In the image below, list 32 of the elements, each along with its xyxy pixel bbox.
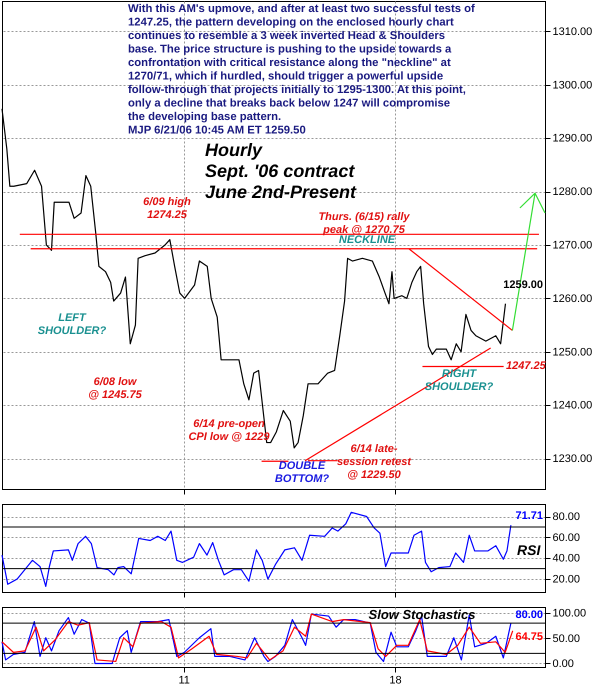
y-tick-label: 50.00 <box>552 632 580 645</box>
text: With this AM's upmove, and after at least two successful tests of 1247.25, the pattern developing on the enclosed hourly chart continues to resemble a 3 week inverted Head & Shoulders base. The price structure is pushing to the upside towards a confrontation with critical resistance along the "neckline" at 1270/71, which if hurdled, should trigger a powerful upside follow-through that projects initially to 1295-1300. At this point, only a decline that breaks back below 1247 will compromise the developing base pattern. MJP 6/21/06 10:45 AM ET 1259.50 <box>128 3 475 136</box>
y-tick-label: 1250.00 <box>552 346 592 358</box>
y-tick-label: 60.00 <box>552 532 580 544</box>
y-tick-label: 1290.00 <box>552 132 592 145</box>
y-tick-label: 100.00 <box>552 608 586 620</box>
y-tick-label: 20.00 <box>552 574 580 586</box>
y-tick-label: 1260.00 <box>552 292 592 305</box>
y-tick-label: 1240.00 <box>552 400 592 412</box>
annotation: LEFT SHOULDER? <box>38 312 106 337</box>
y-tick-label: 1310.00 <box>552 26 592 38</box>
annotation: Thurs. (6/15) rally peak @ 1270.75 <box>318 211 410 236</box>
x-tick-label: 18 <box>389 674 402 686</box>
annotation: 6/14 late- session retest @ 1229.50 <box>337 443 412 481</box>
annotation: 71.71 <box>515 510 543 522</box>
text: Hourly Sept. '06 contract June 2nd-Present <box>205 140 358 202</box>
annotation: DOUBLE BOTTOM? <box>274 460 330 485</box>
text: RSI <box>517 542 542 558</box>
y-tick-label: 1270.00 <box>552 240 592 252</box>
y-tick-label: 1280.00 <box>552 186 592 198</box>
annotation: NECKLINE <box>338 234 396 246</box>
y-tick-label: 80.00 <box>552 511 580 524</box>
annotation: 80.00 <box>515 609 543 621</box>
chart-title: Slow Stochastics <box>368 607 476 622</box>
y-tick-label: 40.00 <box>552 552 580 565</box>
annotation: 6/09 high 1274.25 <box>143 196 192 221</box>
annotation: 64.75 <box>515 631 543 643</box>
annotation: 6/08 low @ 1245.75 <box>88 376 143 401</box>
y-tick-label: 1230.00 <box>552 453 592 466</box>
y-tick-label: 0.00 <box>552 658 574 670</box>
y-tick-label: 1300.00 <box>552 79 592 92</box>
x-tick-label: 11 <box>178 674 190 686</box>
